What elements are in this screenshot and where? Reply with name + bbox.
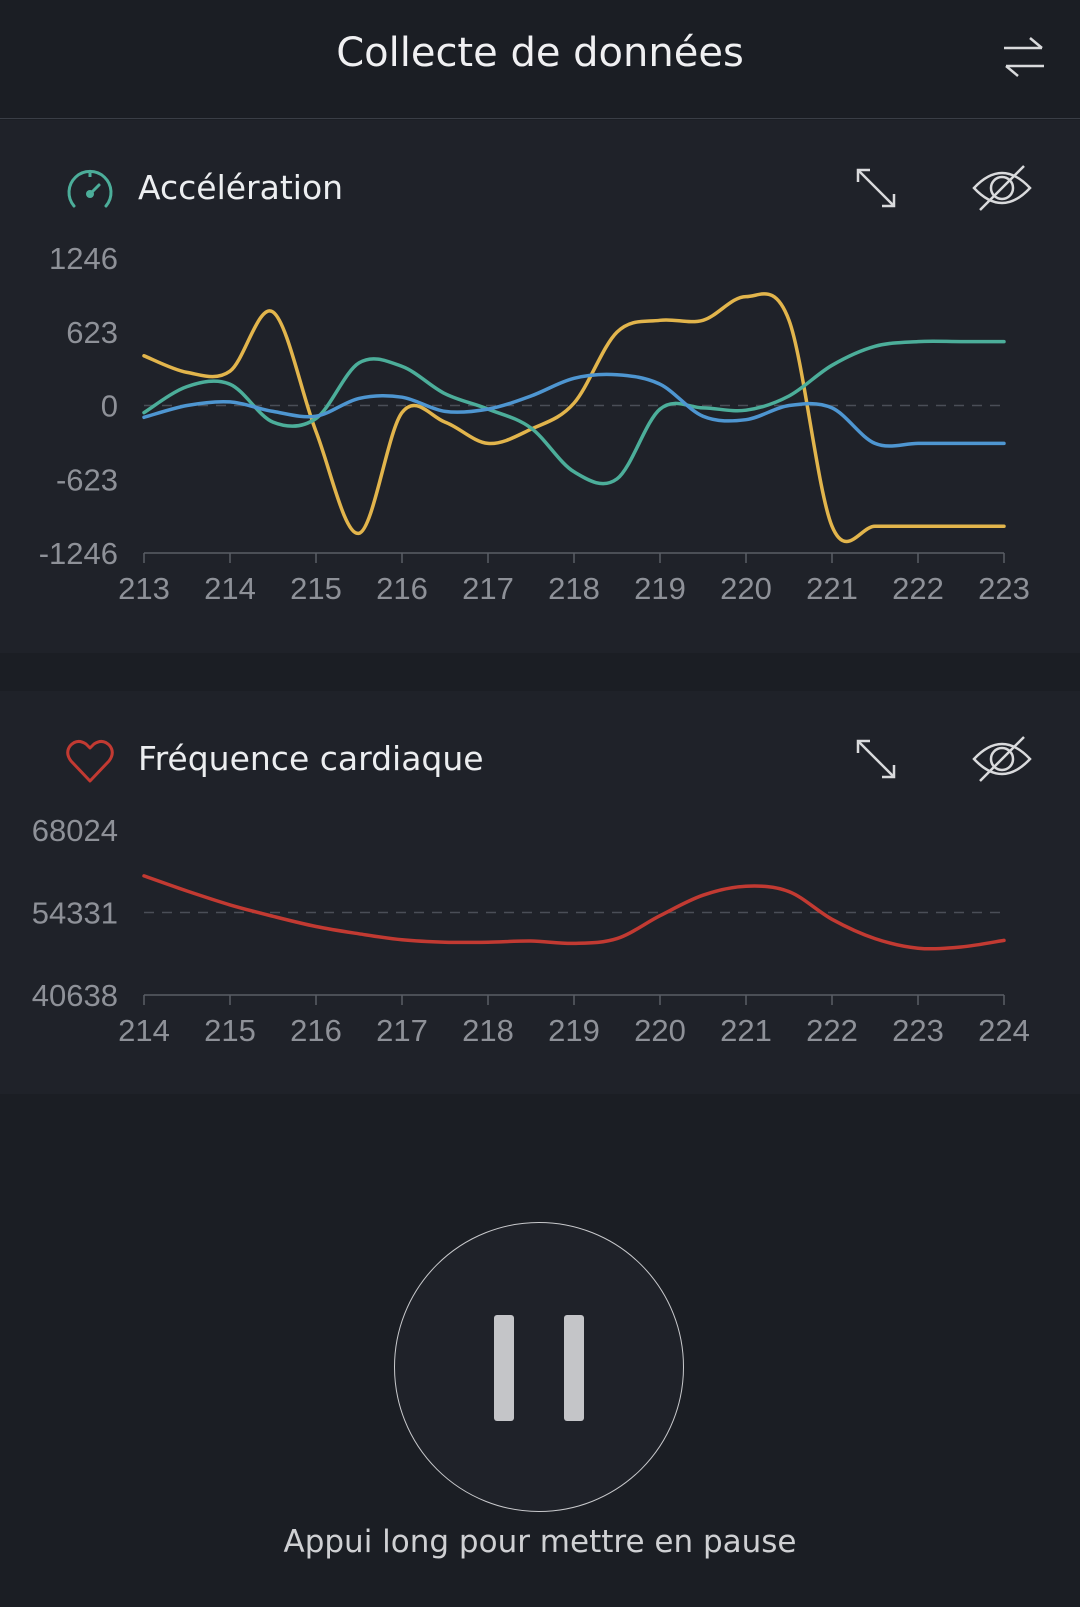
gauge-icon bbox=[64, 164, 116, 216]
acceleration-card: Accélération 1246 623 0 -623 -1246 213 214 215 2… bbox=[0, 120, 1080, 653]
x-tick-label: 214 bbox=[118, 1013, 170, 1048]
series-line-heart-0 bbox=[142, 874, 1006, 951]
x-tick-label: 220 bbox=[720, 571, 772, 606]
y-tick-label: 54331 bbox=[32, 896, 118, 931]
x-tick-label: 215 bbox=[204, 1013, 256, 1048]
x-tick-label: 218 bbox=[462, 1013, 514, 1048]
expand-icon[interactable] bbox=[852, 735, 900, 783]
y-tick-label: -623 bbox=[56, 462, 118, 497]
x-tick-label: 223 bbox=[978, 571, 1030, 606]
series-line-accel-1 bbox=[142, 339, 1006, 486]
y-tick-label: 68024 bbox=[32, 813, 118, 848]
pause-button[interactable] bbox=[394, 1222, 684, 1512]
pause-icon bbox=[494, 1315, 514, 1421]
x-tick-label: 215 bbox=[290, 571, 342, 606]
heart-rate-card: Fréquence cardiaque 68024 54331 40638 214 21… bbox=[0, 691, 1080, 1094]
y-tick-label: 40638 bbox=[32, 978, 118, 1013]
series-line-accel-2 bbox=[142, 372, 1006, 448]
x-tick-label: 222 bbox=[806, 1013, 858, 1048]
series-line-accel-0 bbox=[142, 292, 1006, 544]
y-tick-label: 0 bbox=[101, 389, 118, 424]
acceleration-card-header: Accélération bbox=[0, 120, 1080, 240]
x-tick-label: 221 bbox=[720, 1013, 772, 1048]
top-bar: Collecte de données bbox=[0, 0, 1080, 119]
expand-icon[interactable] bbox=[852, 164, 900, 212]
x-tick-label: 219 bbox=[634, 571, 686, 606]
x-tick-label: 213 bbox=[118, 571, 170, 606]
x-tick-label: 224 bbox=[978, 1013, 1030, 1048]
swap-arrows-icon[interactable] bbox=[1000, 34, 1048, 82]
x-tick-label: 221 bbox=[806, 571, 858, 606]
y-tick-label: 623 bbox=[66, 315, 118, 350]
pause-hint: Appui long pour mettre en pause bbox=[283, 1524, 797, 1560]
x-tick-label: 217 bbox=[376, 1013, 428, 1048]
eye-off-icon[interactable] bbox=[970, 731, 1034, 787]
eye-off-icon[interactable] bbox=[970, 160, 1034, 216]
page-title: Collecte de données bbox=[336, 30, 744, 76]
x-tick-label: 223 bbox=[892, 1013, 944, 1048]
x-tick-label: 214 bbox=[204, 571, 256, 606]
acceleration-title: Accélération bbox=[138, 168, 344, 207]
pause-icon-bar bbox=[564, 1315, 584, 1421]
x-tick-label: 218 bbox=[548, 571, 600, 606]
x-tick-label: 219 bbox=[548, 1013, 600, 1048]
x-tick-label: 216 bbox=[290, 1013, 342, 1048]
heart-icon bbox=[64, 735, 116, 787]
x-tick-label: 216 bbox=[376, 571, 428, 606]
x-tick-label: 217 bbox=[462, 571, 514, 606]
x-tick-label: 222 bbox=[892, 571, 944, 606]
heart-rate-card-header: Fréquence cardiaque bbox=[0, 691, 1080, 811]
y-tick-label: -1246 bbox=[39, 536, 118, 571]
heart-rate-title: Fréquence cardiaque bbox=[138, 739, 484, 778]
x-tick-label: 220 bbox=[634, 1013, 686, 1048]
y-tick-label: 1246 bbox=[49, 241, 118, 276]
